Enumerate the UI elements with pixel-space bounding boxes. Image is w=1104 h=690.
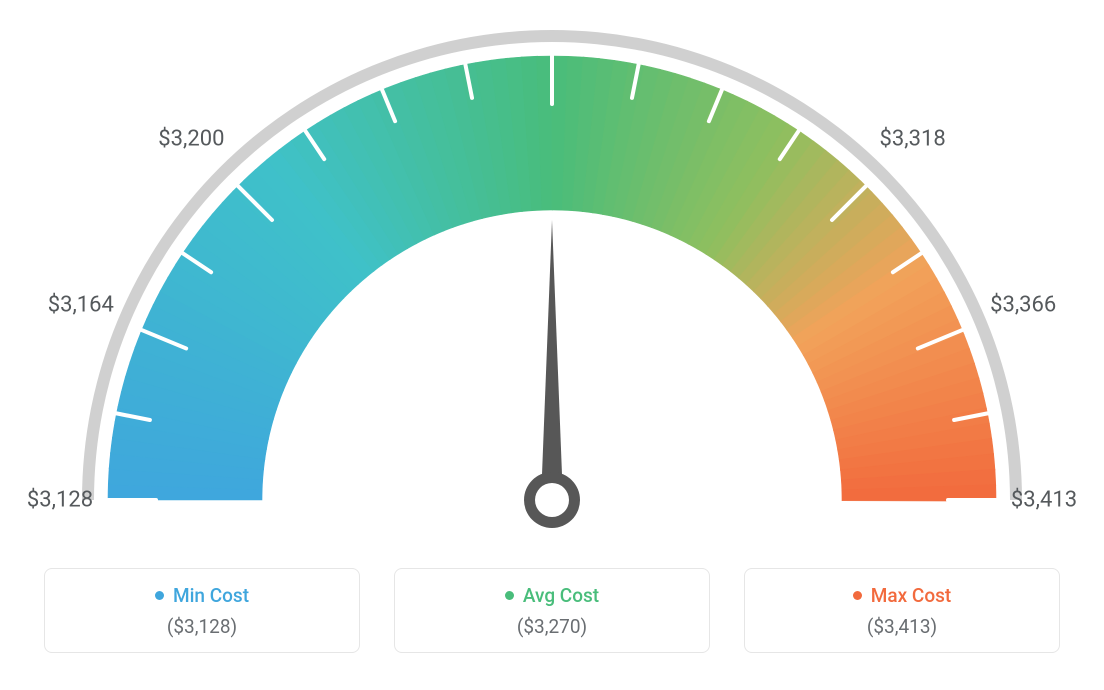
legend-title-label: Max Cost: [871, 586, 951, 605]
legend-title-label: Min Cost: [173, 586, 249, 605]
gauge-chart: $3,128 $3,164 $3,200 $3,270 $3,318 $3,366 $3,4…: [0, 0, 1104, 560]
gauge-tick-label: $3,270: [519, 0, 585, 3]
legend-card-avg: Avg Cost ($3,270): [394, 568, 710, 653]
dot-icon: [505, 591, 514, 600]
gauge-tick-label: $3,318: [880, 127, 946, 152]
legend-title-min: Min Cost: [155, 586, 249, 605]
legend-card-min: Min Cost ($3,128): [44, 568, 360, 653]
legend-title-label: Avg Cost: [523, 586, 599, 605]
legend-title-avg: Avg Cost: [505, 586, 599, 605]
gauge-svg: [0, 0, 1104, 560]
gauge-tick-label: $3,164: [48, 292, 114, 317]
legend-row: Min Cost ($3,128) Avg Cost ($3,270) Max …: [0, 568, 1104, 653]
gauge-tick-label: $3,200: [158, 127, 224, 152]
legend-value-avg: ($3,270): [405, 615, 699, 638]
legend-card-max: Max Cost ($3,413): [744, 568, 1060, 653]
legend-value-max: ($3,413): [755, 615, 1049, 638]
dot-icon: [853, 591, 862, 600]
legend-title-max: Max Cost: [853, 586, 951, 605]
dot-icon: [155, 591, 164, 600]
gauge-tick-label: $3,413: [1011, 488, 1077, 513]
legend-value-min: ($3,128): [55, 615, 349, 638]
gauge-tick-label: $3,366: [990, 292, 1056, 317]
gauge-tick-label: $3,128: [27, 488, 93, 513]
